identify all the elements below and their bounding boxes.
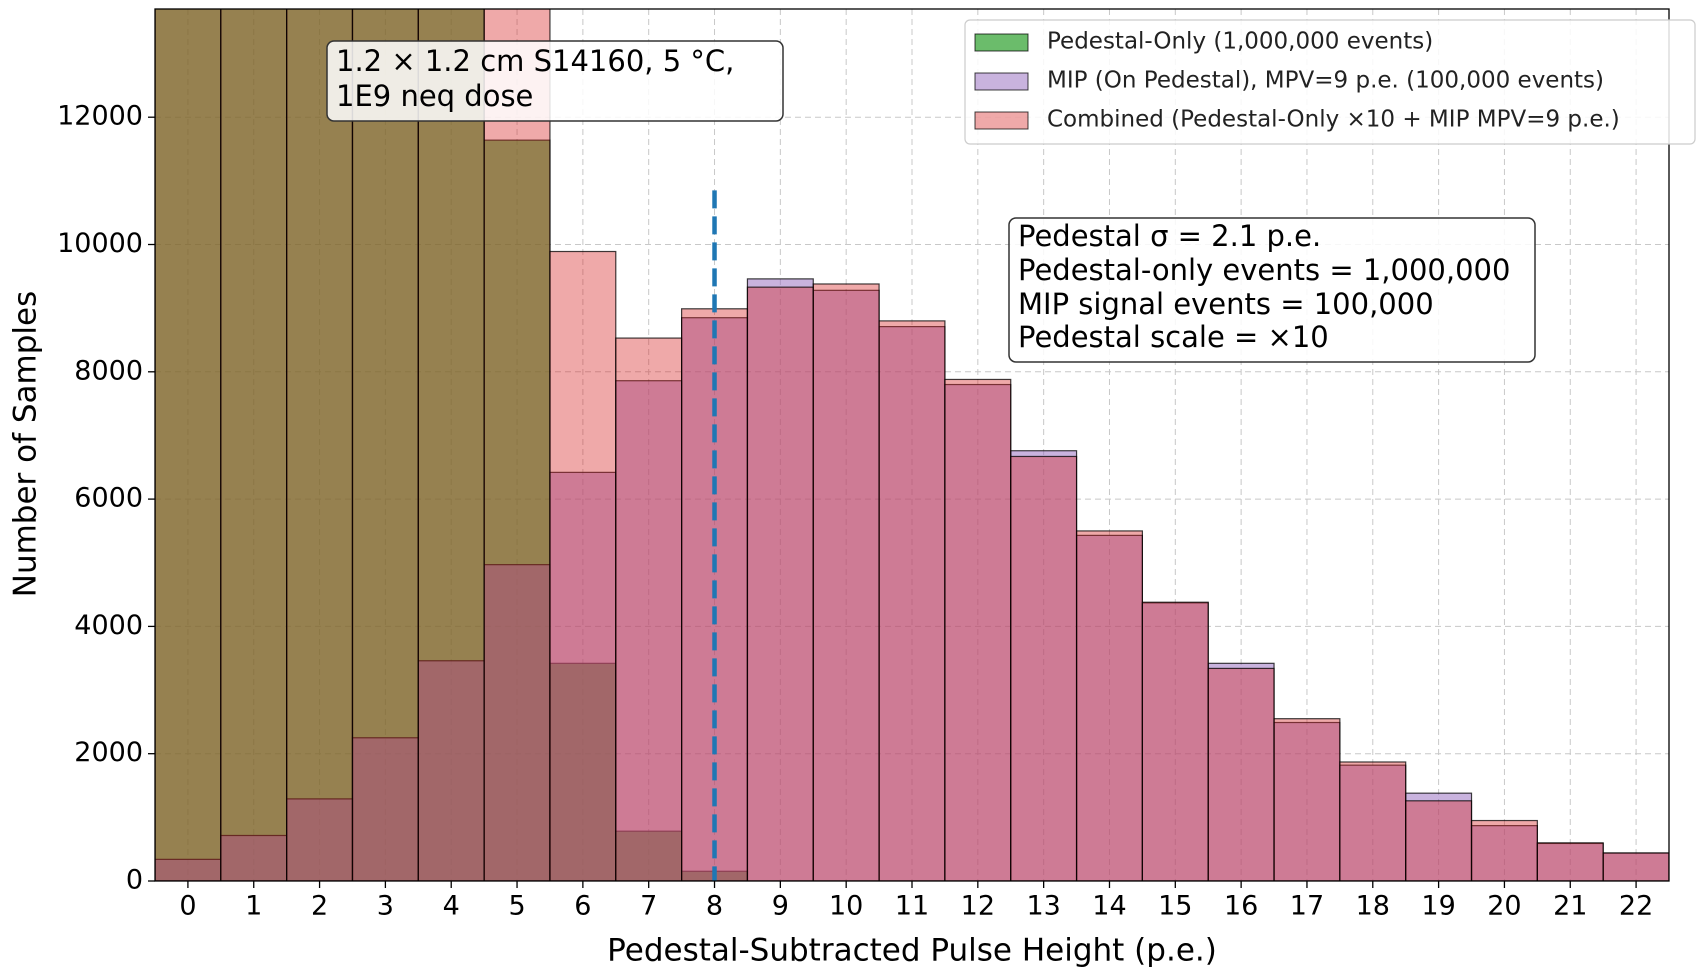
bar bbox=[1405, 792, 1473, 881]
plot-frame bbox=[154, 8, 1670, 882]
bar bbox=[417, 660, 485, 881]
bar bbox=[615, 337, 683, 881]
bar bbox=[1602, 852, 1669, 881]
x-tick-label: 21 bbox=[1553, 891, 1587, 922]
y-tick-label: 4000 bbox=[74, 610, 143, 641]
bar bbox=[944, 378, 1012, 881]
x-tick-label: 0 bbox=[179, 891, 196, 922]
x-tick-label: 15 bbox=[1158, 891, 1192, 922]
bar bbox=[1010, 455, 1078, 881]
legend-label: Pedestal-Only (1,000,000 events) bbox=[1047, 29, 1433, 55]
x-tick-label: 2 bbox=[311, 891, 328, 922]
bar bbox=[155, 9, 222, 881]
y-tick-label: 12000 bbox=[57, 101, 143, 132]
bar bbox=[351, 9, 419, 881]
x-tick-label: 17 bbox=[1290, 891, 1324, 922]
x-tick-label: 1 bbox=[245, 891, 262, 922]
bar bbox=[1470, 825, 1538, 881]
bar bbox=[1075, 530, 1143, 881]
bar bbox=[878, 326, 946, 881]
bar bbox=[746, 286, 814, 881]
y-tick-label: 6000 bbox=[74, 483, 143, 514]
y-axis-label: Number of Samples bbox=[8, 291, 44, 598]
x-tick-label: 8 bbox=[706, 891, 723, 922]
x-tick-label: 4 bbox=[443, 891, 460, 922]
x-tick-label: 12 bbox=[961, 891, 995, 922]
bar bbox=[549, 250, 617, 881]
annotation-text: Pedestal σ = 2.1 p.e. bbox=[1018, 219, 1321, 253]
x-axis-label: Pedestal-Subtracted Pulse Height (p.e.) bbox=[607, 933, 1217, 969]
x-tick-label: 6 bbox=[574, 891, 591, 922]
bar bbox=[483, 9, 551, 881]
x-tick-label: 10 bbox=[829, 891, 863, 922]
legend-swatch bbox=[974, 111, 1029, 130]
annotation-text: Pedestal scale = ×10 bbox=[1018, 320, 1329, 354]
bar bbox=[155, 9, 222, 881]
legend-box bbox=[964, 19, 1696, 145]
annotation-text: 1E9 neq dose bbox=[336, 79, 533, 113]
x-tick-label: 19 bbox=[1421, 891, 1455, 922]
bar bbox=[812, 289, 880, 881]
annotation-text: 1.2 × 1.2 cm S14160, 5 °C, bbox=[336, 44, 734, 78]
bar bbox=[878, 320, 946, 881]
legend-swatch bbox=[974, 72, 1029, 91]
bar bbox=[286, 9, 354, 881]
bar bbox=[1339, 761, 1407, 881]
bar bbox=[1141, 602, 1209, 881]
annotation-text: Pedestal-only events = 1,000,000 bbox=[1018, 253, 1510, 287]
x-tick-label: 20 bbox=[1487, 891, 1521, 922]
bar bbox=[1536, 842, 1604, 881]
y-tick-label: 10000 bbox=[57, 228, 143, 259]
bar bbox=[1207, 667, 1275, 881]
x-tick-label: 22 bbox=[1619, 891, 1653, 922]
y-tick-label: 2000 bbox=[74, 737, 143, 768]
legend-label: Combined (Pedestal-Only ×10 + MIP MPV=9 … bbox=[1047, 107, 1620, 133]
annotation-box bbox=[1008, 217, 1536, 363]
bar bbox=[1273, 718, 1341, 881]
bar bbox=[417, 9, 485, 881]
x-tick-label: 16 bbox=[1224, 891, 1258, 922]
y-tick-label: 8000 bbox=[74, 355, 143, 386]
x-tick-label: 5 bbox=[508, 891, 525, 922]
bar bbox=[1470, 819, 1538, 881]
bar bbox=[746, 278, 814, 881]
bar bbox=[812, 283, 880, 881]
y-tick-label: 0 bbox=[126, 865, 143, 896]
x-tick-label: 9 bbox=[772, 891, 789, 922]
bar bbox=[1405, 800, 1473, 881]
x-tick-label: 13 bbox=[1026, 891, 1060, 922]
bar bbox=[1602, 852, 1669, 881]
bar bbox=[1010, 450, 1078, 881]
bar bbox=[286, 798, 354, 881]
bar bbox=[351, 9, 419, 881]
annotation-text: MIP signal events = 100,000 bbox=[1018, 287, 1434, 321]
bar bbox=[1536, 842, 1604, 881]
bar bbox=[351, 737, 419, 881]
bar bbox=[1273, 721, 1341, 881]
legend-swatch bbox=[974, 33, 1029, 52]
x-tick-label: 11 bbox=[895, 891, 929, 922]
bars bbox=[155, 9, 1669, 881]
bar bbox=[483, 564, 551, 881]
x-tick-label: 3 bbox=[377, 891, 394, 922]
legend-label: MIP (On Pedestal), MPV=9 p.e. (100,000 e… bbox=[1047, 68, 1604, 94]
bar bbox=[1141, 601, 1209, 881]
x-tick-label: 14 bbox=[1092, 891, 1126, 922]
bar bbox=[286, 9, 354, 881]
annotation-box bbox=[326, 40, 784, 122]
x-tick-label: 7 bbox=[640, 891, 657, 922]
bar bbox=[220, 9, 288, 881]
x-tick-label: 18 bbox=[1356, 891, 1390, 922]
